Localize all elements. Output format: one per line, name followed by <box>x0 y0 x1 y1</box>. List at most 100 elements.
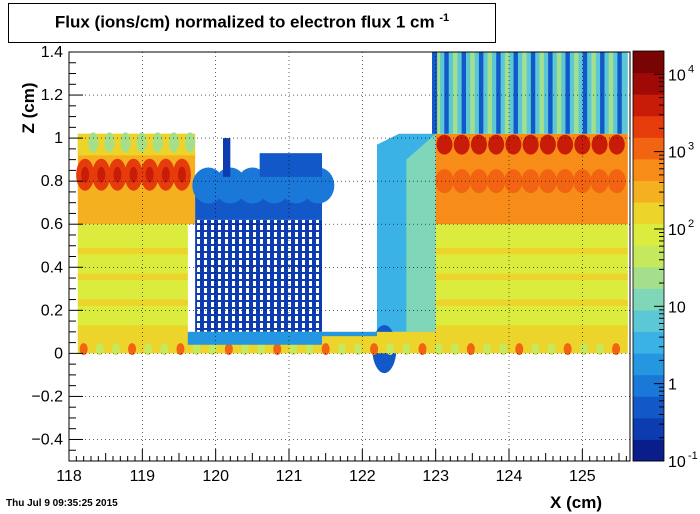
right-top-stripe <box>556 52 562 134</box>
right-lower-stripe <box>435 247 628 255</box>
y-tick-label: 0.6 <box>41 216 63 233</box>
left-lower-stripe <box>77 299 188 307</box>
right-peak <box>436 134 453 155</box>
bottom-scallop <box>241 343 249 356</box>
y-tick-label: 0.2 <box>41 302 63 319</box>
colorbar-bin <box>633 331 664 354</box>
right-peak <box>539 134 556 155</box>
y-tick-label: 0.8 <box>41 173 63 190</box>
right-top-stripe <box>513 52 518 134</box>
colorbar-bin <box>633 245 664 268</box>
left-lower-stripe <box>77 273 188 281</box>
left-peak-core <box>81 166 90 183</box>
transition-gradient <box>406 133 436 332</box>
right-mid-peak <box>538 169 557 194</box>
bottom-scallop <box>224 343 233 356</box>
right-top-stripe <box>461 52 467 134</box>
y-tick-label: 0 <box>54 345 63 362</box>
left-lower-stripe <box>77 325 188 332</box>
bottom-scallop <box>144 343 153 356</box>
bottom-scallop <box>450 343 459 356</box>
right-mid-peak <box>487 169 506 194</box>
right-top-stripe <box>487 52 492 134</box>
bottom-scallop <box>111 343 120 356</box>
colorbar-bin <box>633 309 664 333</box>
bottom-scallop <box>128 343 137 356</box>
right-mid-peak <box>435 169 454 194</box>
bottom-scallop <box>95 343 104 356</box>
bottom-scallop <box>402 343 411 356</box>
right-mid-peak <box>521 169 540 194</box>
right-peak <box>453 134 470 155</box>
bottom-scallop <box>595 343 604 356</box>
left-top-valley <box>104 132 115 153</box>
left-lower-stripe <box>77 312 188 319</box>
timestamp: Thu Jul 9 09:35:25 2015 <box>6 498 118 509</box>
colorbar-bin <box>633 115 664 138</box>
colorbar-tick-label: 10 <box>668 454 686 471</box>
bottom-scallop <box>531 343 540 356</box>
right-peak <box>608 134 625 155</box>
right-top-stripe <box>522 52 527 134</box>
left-peak-core <box>161 166 170 183</box>
colorbar-tick-label: 10 <box>668 67 686 84</box>
colorbar-bin <box>633 417 664 440</box>
left-top-valley <box>136 132 147 153</box>
right-top-stripe <box>478 52 484 134</box>
grid-overlay <box>68 52 630 461</box>
right-top-stripe <box>548 52 553 134</box>
left-peak-core <box>113 166 122 183</box>
bottom-scallop <box>612 343 621 356</box>
right-top-stripe <box>470 52 475 134</box>
bottom-scallop <box>418 343 427 356</box>
right-lower-stripe <box>435 273 628 281</box>
left-peak-core <box>145 166 154 183</box>
y-tick-label: 1 <box>54 130 63 147</box>
left-peak-core <box>177 166 186 183</box>
middle-sparse-region <box>195 219 322 332</box>
colorbar-tick-exponent: 3 <box>688 141 694 153</box>
chart-title-box: Flux (ions/cm) normalized to electron fl… <box>8 3 496 43</box>
colorbar-tick-exponent: 4 <box>688 63 694 75</box>
bottom-scallop <box>337 343 346 356</box>
right-peak <box>505 134 522 155</box>
y-tick-label: 0.4 <box>41 259 63 276</box>
x-axis-label: X (cm) <box>550 493 602 512</box>
chart-title-exponent: -1 <box>439 12 450 24</box>
left-peak-core <box>97 166 106 183</box>
right-top-stripe <box>600 52 605 134</box>
colorbar-bin <box>633 439 664 462</box>
left-lower-stripe <box>77 247 188 255</box>
chart-title: Flux (ions/cm) normalized to electron fl… <box>9 12 495 33</box>
left-lower-stripe <box>77 260 188 268</box>
colorbar-tick-label: 10 <box>668 145 686 162</box>
bottom-scallop <box>483 343 491 356</box>
right-top-stripe <box>504 52 510 134</box>
colorbar-bin <box>633 266 664 289</box>
middle-top-cap <box>259 153 322 177</box>
right-lower-stripe <box>435 325 628 332</box>
y-axis: −0.4 −0.2 0 0.2 0.4 0.6 0.8 1 1.2 1.4 <box>31 44 83 462</box>
bottom-scallop <box>208 343 217 356</box>
colorbar-bin <box>633 180 664 203</box>
right-top-stripe <box>435 52 441 134</box>
bottom-scallop <box>370 343 379 356</box>
left-top-valley <box>185 132 195 153</box>
x-tick-label: 121 <box>276 468 303 485</box>
left-top-valley <box>168 132 179 153</box>
bottom-scallop <box>79 343 88 356</box>
right-top-stripe <box>444 52 449 134</box>
x-tick-label: 118 <box>56 468 82 485</box>
colorbar-tick-label: 1 <box>668 377 677 394</box>
right-top-stripe <box>591 52 596 134</box>
right-top-stripe <box>539 52 544 134</box>
x-tick-label: 124 <box>496 468 523 485</box>
colorbar-bin <box>633 51 664 74</box>
right-lower-stripe <box>435 299 628 307</box>
colorbar-bin <box>633 137 664 160</box>
right-lower-stripe <box>435 260 628 268</box>
right-top-stripe <box>617 52 622 134</box>
colorbar-tick-exponent: -1 <box>688 450 698 462</box>
